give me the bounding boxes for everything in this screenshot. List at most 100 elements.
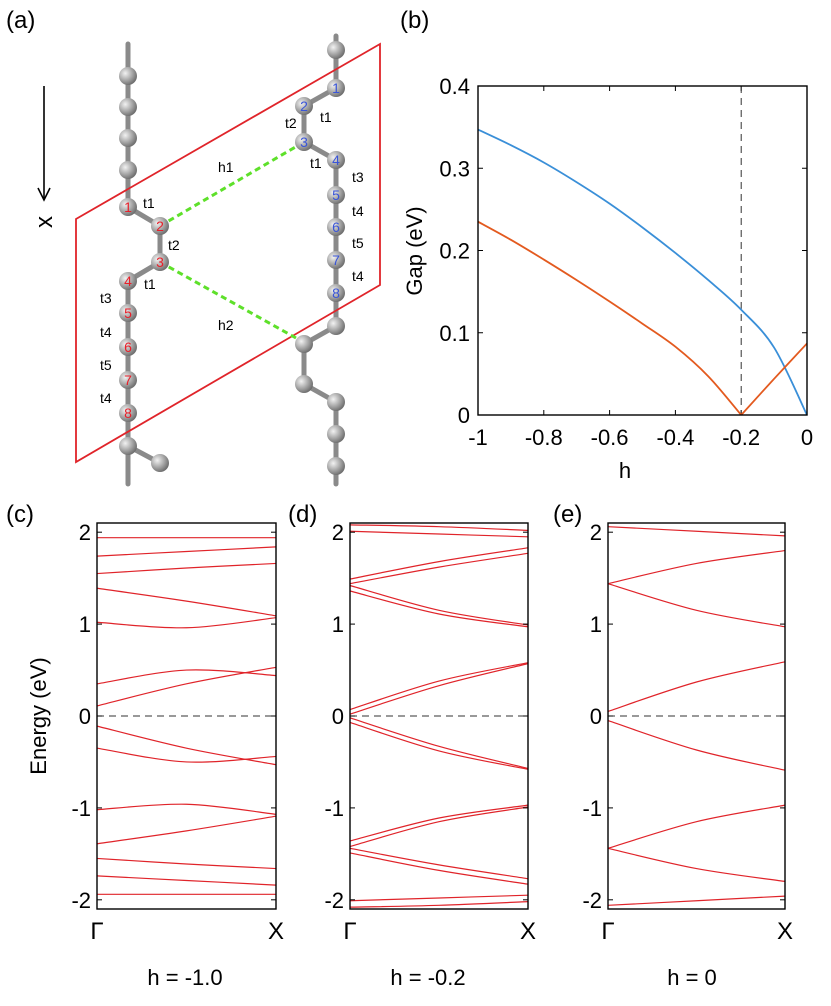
energy-y-tick-label: 1 bbox=[79, 612, 91, 637]
red-site-labels: 1 2 3 4 5 6 7 8 bbox=[124, 199, 164, 421]
gap-x-tick-labels: -1 -0.8 -0.6 -0.4 -0.2 0 bbox=[468, 425, 813, 450]
band-plot-frame bbox=[607, 522, 786, 910]
band-line bbox=[349, 552, 529, 585]
h1-bond bbox=[159, 140, 305, 228]
band-line bbox=[349, 721, 529, 770]
energy-y-tick-label: 0 bbox=[332, 704, 344, 729]
band-line bbox=[349, 590, 529, 628]
atom bbox=[327, 186, 345, 204]
energy-y-tick-label: -1 bbox=[324, 796, 344, 821]
band-line bbox=[349, 662, 529, 711]
band-line bbox=[349, 584, 529, 626]
band-line bbox=[349, 524, 529, 531]
atom bbox=[151, 454, 169, 472]
red-site-6: 6 bbox=[124, 339, 132, 355]
blue-site-labels: 1 2 3 4 5 6 7 8 bbox=[300, 80, 340, 301]
h1-label: h1 bbox=[218, 159, 234, 175]
red-site-7: 7 bbox=[124, 372, 132, 388]
x-point-tick-label: X bbox=[777, 918, 793, 945]
hop-label: t1 bbox=[320, 109, 332, 125]
blue-site-5: 5 bbox=[332, 187, 340, 203]
atom bbox=[151, 217, 169, 235]
band-line bbox=[349, 852, 529, 885]
panel-e: (e) -2 -1 0 1 2 Γ X h = 0 bbox=[553, 501, 793, 990]
gap-x-tick-label: 0 bbox=[801, 425, 813, 450]
gap-x-tick-label: -0.2 bbox=[722, 425, 760, 450]
panel-c: (c) Energy (eV) -2 -1 0 1 2 Γ X h = -1.0 bbox=[6, 501, 284, 990]
band-line bbox=[607, 847, 786, 883]
panel-e-caption: h = 0 bbox=[667, 965, 717, 990]
cut-plane bbox=[75, 42, 381, 464]
atom bbox=[327, 251, 345, 269]
hop-label: t3 bbox=[100, 290, 112, 306]
energy-y-tick-label: -2 bbox=[582, 888, 602, 913]
atom bbox=[295, 133, 313, 151]
band-line bbox=[607, 720, 786, 771]
energy-y-tick-label: 2 bbox=[590, 520, 602, 545]
blue-site-4: 4 bbox=[332, 152, 340, 168]
atom bbox=[119, 304, 137, 322]
h2-label: h2 bbox=[218, 317, 234, 333]
atom bbox=[295, 97, 313, 115]
gap-y-tick-label: 0.2 bbox=[439, 239, 470, 264]
energy-y-tick-label: 1 bbox=[590, 612, 602, 637]
red-site-4: 4 bbox=[124, 273, 132, 289]
hop-label: t5 bbox=[100, 357, 112, 373]
band-line bbox=[96, 725, 277, 766]
atom bbox=[119, 129, 137, 147]
band-line bbox=[349, 717, 529, 769]
gamma-tick-label: Γ bbox=[601, 918, 614, 945]
hop-label: t4 bbox=[100, 390, 112, 406]
band-line bbox=[96, 815, 277, 845]
atom bbox=[327, 425, 345, 443]
panel-a-label: (a) bbox=[6, 7, 35, 34]
atom bbox=[119, 161, 137, 179]
gap-y-axis-label: Gap (eV) bbox=[402, 206, 427, 295]
gap-y-tick-label: 0.3 bbox=[439, 156, 470, 181]
band-line bbox=[349, 806, 529, 848]
energy-y-axis-label: Energy (eV) bbox=[26, 657, 51, 774]
blue-site-8: 8 bbox=[332, 285, 340, 301]
atom bbox=[119, 67, 137, 85]
atom bbox=[327, 41, 345, 59]
energy-y-tick-label: -1 bbox=[582, 796, 602, 821]
hop-label: t3 bbox=[352, 169, 364, 185]
energy-y-tick-label: -2 bbox=[324, 888, 344, 913]
atom bbox=[327, 218, 345, 236]
hopping-labels: t1 t2 t1 t3 t4 t5 t4 t1 t2 t1 t3 t4 t5 t… bbox=[100, 109, 364, 406]
band-line bbox=[96, 546, 277, 557]
atom bbox=[295, 375, 313, 393]
band-line bbox=[96, 747, 277, 763]
panel-a: (a) x bbox=[6, 7, 381, 487]
panel-b-label: (b) bbox=[400, 7, 429, 34]
band-line bbox=[96, 666, 277, 707]
x-point-tick-label: X bbox=[520, 918, 536, 945]
band-line bbox=[349, 547, 529, 580]
panel-c-label: (c) bbox=[6, 501, 34, 528]
panel-d-caption: h = -0.2 bbox=[390, 965, 465, 990]
band-line bbox=[349, 663, 529, 715]
energy-y-tick-label: -2 bbox=[71, 888, 91, 913]
bands-c: -2 -1 0 1 2 Γ X bbox=[71, 520, 284, 945]
blue-site-7: 7 bbox=[332, 252, 340, 268]
red-site-1: 1 bbox=[124, 199, 132, 215]
gap-x-tick-label: -0.4 bbox=[656, 425, 694, 450]
x-point-tick-label: X bbox=[268, 918, 284, 945]
band-line bbox=[607, 804, 786, 849]
bands-d: -2 -1 0 1 2 Γ X bbox=[324, 520, 536, 945]
right-chain-atoms bbox=[295, 41, 345, 475]
hop-label: t4 bbox=[352, 268, 364, 284]
band-line bbox=[607, 583, 786, 628]
atom bbox=[327, 79, 345, 97]
h2-bond bbox=[159, 260, 297, 340]
hop-label: t1 bbox=[310, 155, 322, 171]
gap-series bbox=[477, 128, 808, 416]
gap-y-tick-label: 0.4 bbox=[439, 74, 470, 99]
blue-site-6: 6 bbox=[332, 219, 340, 235]
atom bbox=[327, 393, 345, 411]
panel-d: (d) -2 -1 0 1 2 Γ X h = -0.2 bbox=[288, 501, 536, 990]
gamma-tick-label: Γ bbox=[90, 918, 103, 945]
atom bbox=[327, 457, 345, 475]
band-line bbox=[96, 803, 277, 815]
